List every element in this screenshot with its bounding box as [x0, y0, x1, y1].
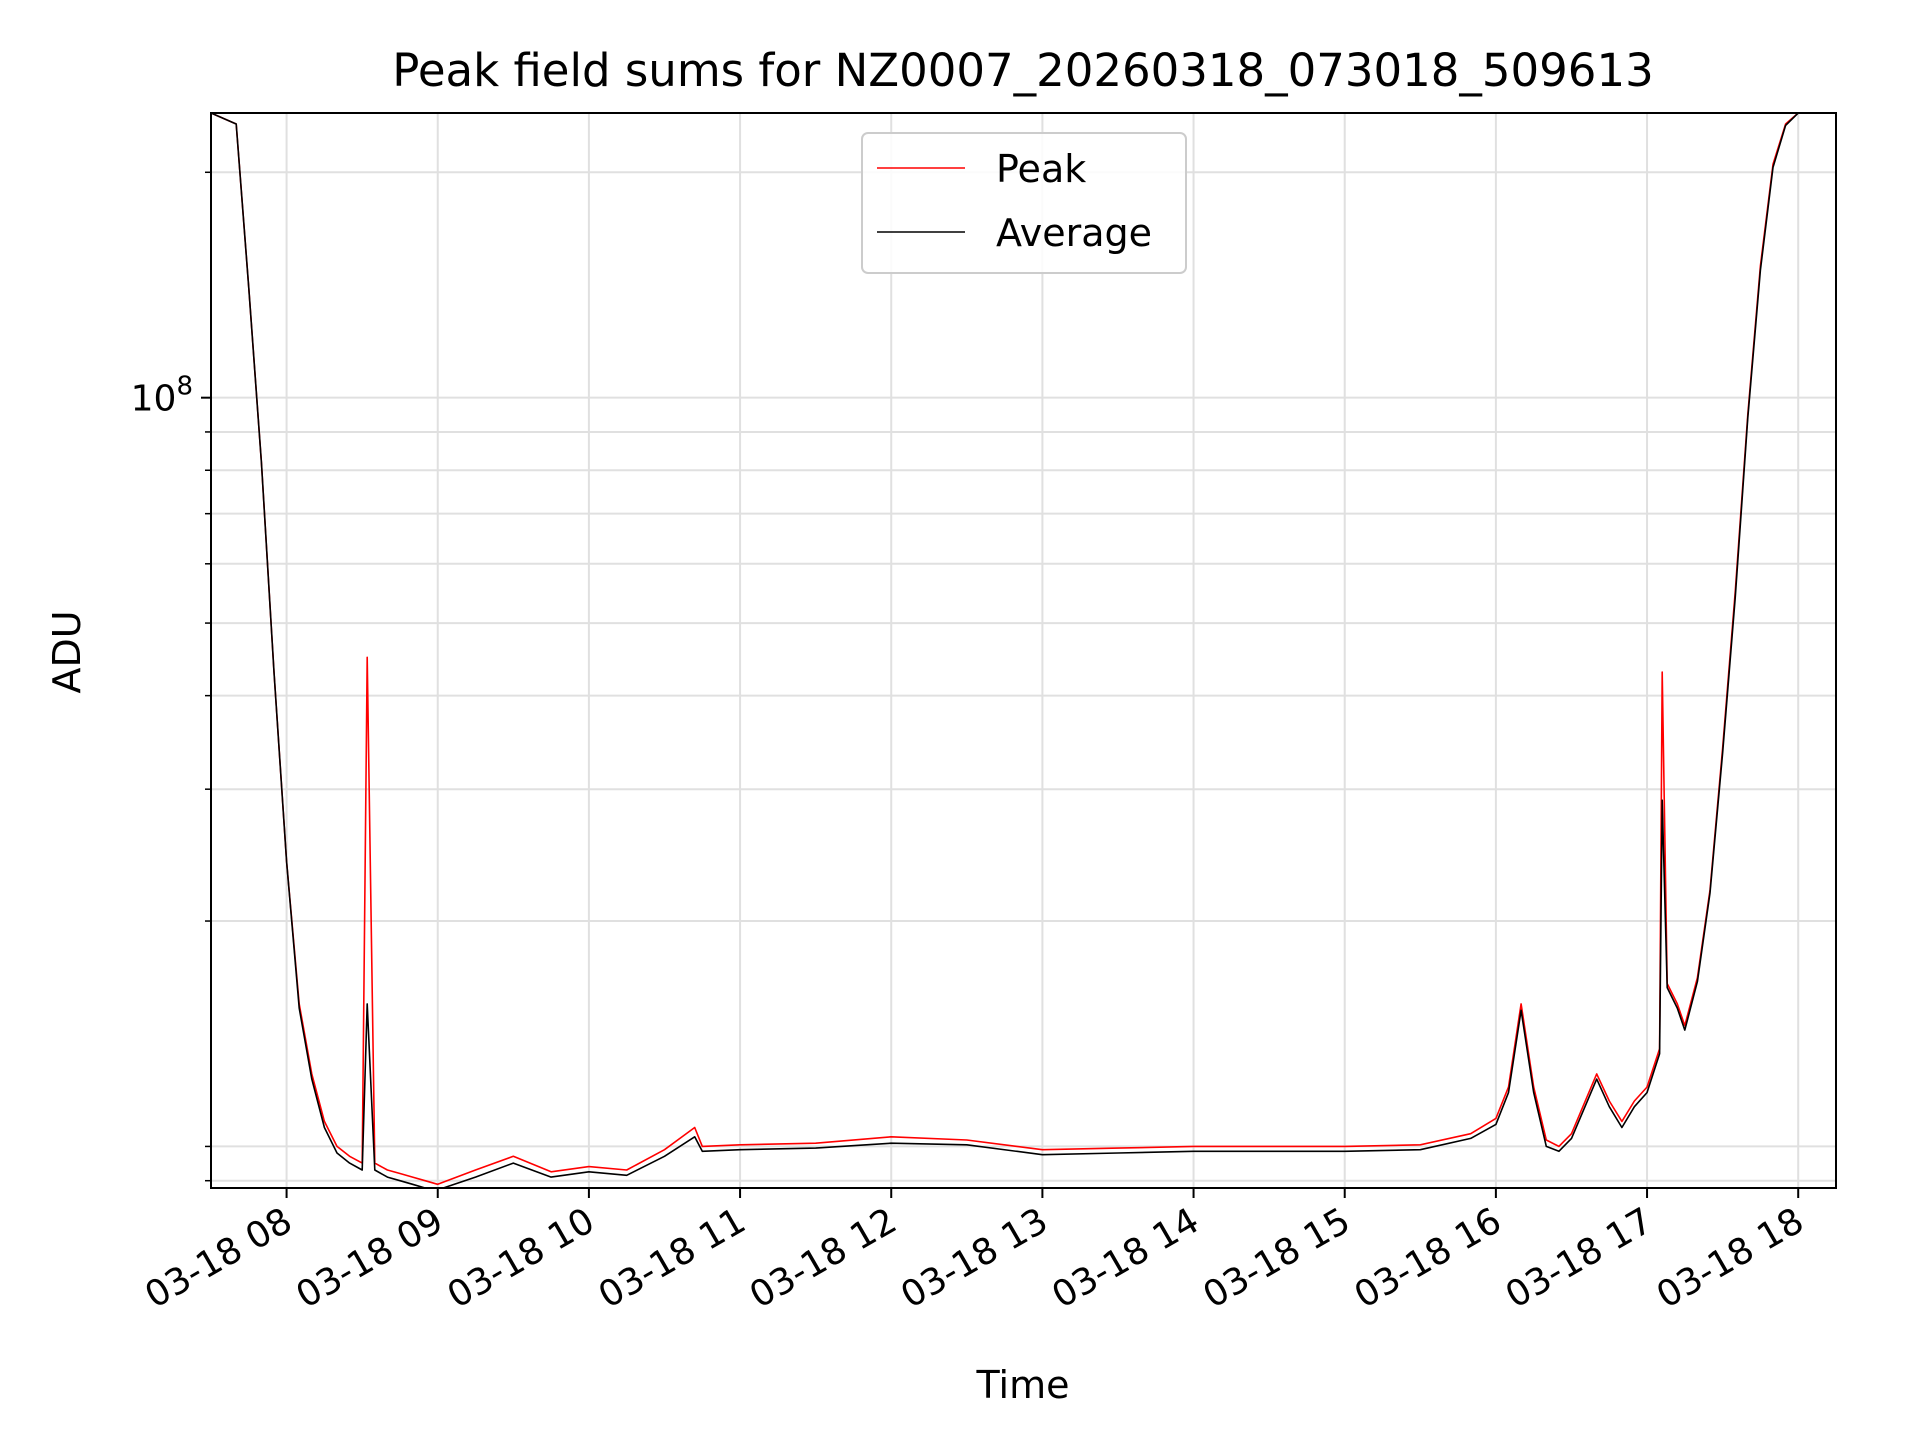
y-axis-label: ADU: [45, 610, 89, 693]
x-axis-label: Time: [976, 1363, 1070, 1407]
chart-title: Peak field sums for NZ0007_20260318_0730…: [392, 44, 1653, 97]
plot-lines: [211, 113, 1836, 1188]
y-tick-label: 108: [131, 372, 193, 420]
ticks: [201, 171, 1800, 1198]
legend-label-peak: Peak: [996, 147, 1086, 191]
legend: Peak Average: [861, 132, 1187, 274]
y-tick-labels: 108: [131, 372, 193, 420]
plot-frame: [210, 112, 1837, 1189]
legend-label-average: Average: [996, 211, 1152, 255]
series-line-average: [211, 113, 1836, 1188]
series-line-peak: [211, 113, 1836, 1186]
